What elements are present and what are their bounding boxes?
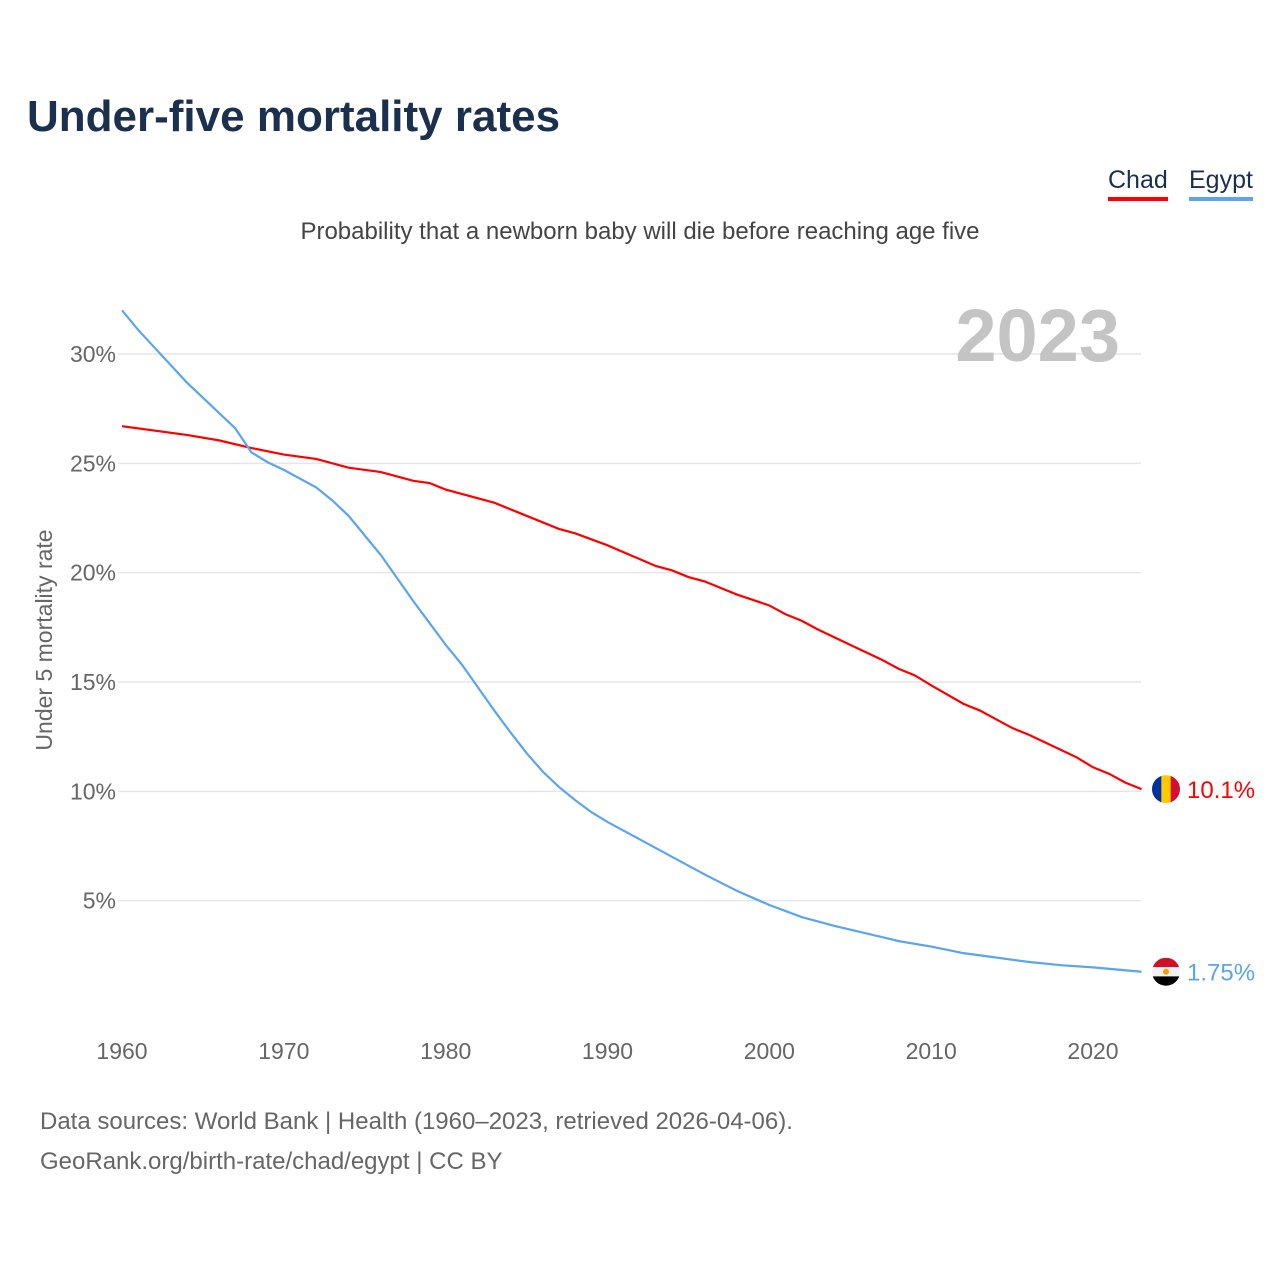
source-text: Data sources: World Bank | Health (1960–… — [40, 1108, 793, 1135]
x-tick-label: 1960 — [96, 1038, 147, 1064]
y-tick-label: 20% — [70, 560, 116, 586]
page-title: Under-five mortality rates — [27, 92, 561, 141]
y-tick-label: 15% — [70, 669, 116, 695]
chart-subtitle: Probability that a newborn baby will die… — [300, 218, 980, 245]
x-tick-label: 2020 — [1067, 1038, 1118, 1064]
legend-chad[interactable]: Chad — [1108, 166, 1168, 201]
y-tick-label: 5% — [83, 888, 116, 914]
x-tick-label: 2000 — [744, 1038, 795, 1064]
flag-chad-icon — [1152, 775, 1180, 804]
flag-egypt-icon — [1152, 957, 1180, 986]
series-line-egypt — [121, 309, 1142, 973]
y-axis-label: Under 5 mortality rate — [31, 529, 57, 750]
x-tick-label: 2010 — [906, 1038, 957, 1064]
y-tick-label: 25% — [70, 450, 116, 476]
y-tick-label: 10% — [70, 778, 116, 804]
x-tick-label: 1980 — [420, 1038, 471, 1064]
x-tick-label: 1990 — [582, 1038, 633, 1064]
series-line-chad — [121, 425, 1142, 791]
source-link[interactable]: GeoRank.org/birth-rate/chad/egypt | CC B… — [40, 1148, 503, 1175]
end-value-label: 1.75% — [1187, 960, 1255, 987]
year-label: 2023 — [955, 294, 1120, 377]
x-tick-label: 1970 — [258, 1038, 309, 1064]
end-value-label: 10.1% — [1187, 777, 1255, 804]
legend-egypt[interactable]: Egypt — [1189, 166, 1253, 201]
y-tick-label: 30% — [70, 341, 116, 367]
